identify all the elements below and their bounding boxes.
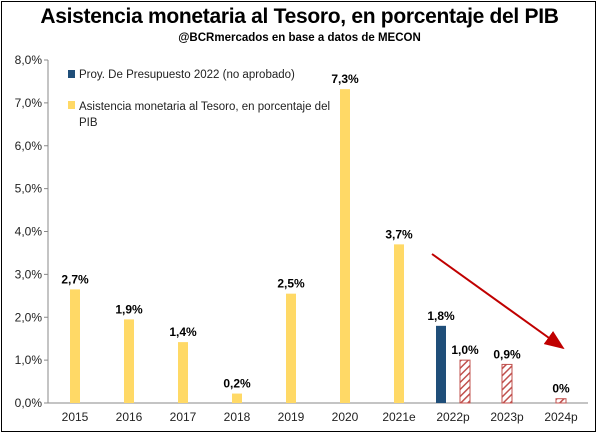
chart-subtitle: @BCRmercados en base a datos de MECON [178, 32, 421, 44]
y-tick-label: 0,0% [15, 396, 43, 410]
bar-2016 [124, 319, 134, 403]
x-tick-label: 2017 [170, 410, 197, 424]
data-label: 0,2% [223, 377, 251, 391]
bar-2024p-hatched [555, 398, 567, 404]
y-tick-label: 8,0% [15, 53, 43, 67]
legend-swatch-yellow [68, 101, 75, 109]
chart-title: Asistencia monetaria al Tesoro, en porce… [40, 5, 559, 28]
data-label: 3,7% [385, 227, 413, 241]
legend-label-assistance-line2: PIB [79, 117, 98, 129]
data-label: 1,9% [115, 302, 143, 316]
data-label: 2,5% [277, 277, 305, 291]
x-tick-label: 2019 [278, 410, 305, 424]
x-tick-label: 2022p [436, 410, 470, 424]
y-tick-label: 5,0% [15, 182, 43, 196]
bar-2017 [178, 342, 188, 403]
y-tick-label: 1,0% [15, 353, 43, 367]
bar-2020 [340, 89, 350, 403]
data-label: 7,3% [331, 72, 359, 86]
data-label: 1,4% [169, 325, 197, 339]
y-tick-label: 4,0% [15, 225, 43, 239]
bar-2021e [394, 244, 404, 403]
data-label: 2,7% [61, 272, 89, 286]
data-label: 0,9% [493, 347, 521, 361]
bar-2022p [436, 325, 446, 403]
y-tick-label: 3,0% [15, 267, 43, 281]
x-tick-label: 2015 [62, 410, 89, 424]
bar-2022p-hatched [459, 359, 471, 404]
x-tick-label: 2021e [382, 410, 416, 424]
bar-2018 [232, 393, 242, 403]
data-label: 1,0% [451, 343, 479, 357]
y-tick-label: 2,0% [15, 310, 43, 324]
legend-swatch-navy [68, 70, 75, 78]
x-tick-label: 2024p [544, 410, 578, 424]
data-label: 0% [552, 382, 570, 396]
y-tick-label: 6,0% [15, 139, 43, 153]
x-tick-label: 2020 [332, 410, 359, 424]
bar-2015 [70, 289, 80, 403]
legend-label-assistance-line1: Asistencia monetaria al Tesoro, en porce… [79, 101, 330, 113]
bar-2023p-hatched [501, 363, 513, 404]
x-tick-label: 2018 [224, 410, 251, 424]
trend-arrow [431, 253, 565, 350]
y-tick-label: 7,0% [15, 96, 43, 110]
x-tick-label: 2023p [490, 410, 524, 424]
data-label: 1,8% [427, 309, 455, 323]
bar-2019 [286, 293, 296, 403]
legend-label-projection: Proy. De Presupuesto 2022 (no aprobado) [79, 69, 295, 81]
x-tick-label: 2016 [116, 410, 143, 424]
